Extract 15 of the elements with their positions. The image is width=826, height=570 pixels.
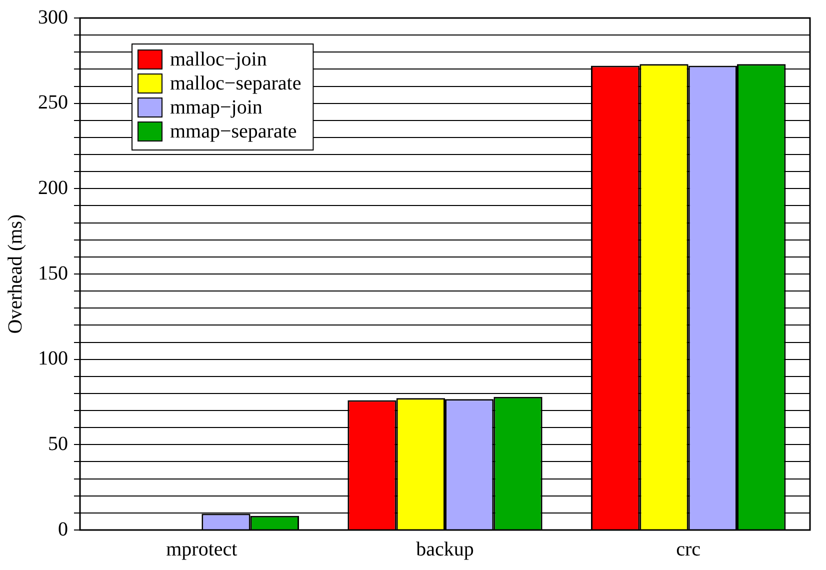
legend-label: malloc−separate bbox=[170, 72, 302, 94]
x-tick-label: crc bbox=[676, 538, 701, 560]
y-tick-label: 250 bbox=[38, 92, 68, 114]
legend-label: mmap−join bbox=[170, 96, 262, 118]
x-tick-label: backup bbox=[416, 538, 474, 560]
y-tick-label: 100 bbox=[38, 348, 68, 370]
x-tick-label: mprotect bbox=[166, 538, 238, 560]
y-tick-label: 0 bbox=[58, 518, 68, 540]
y-tick-label: 150 bbox=[38, 262, 68, 284]
y-axis-title: Overhead (ms) bbox=[4, 214, 26, 334]
legend-label: malloc−join bbox=[170, 48, 267, 70]
y-tick-label: 50 bbox=[48, 432, 68, 455]
y-tick-label: 200 bbox=[38, 176, 68, 199]
legend-label: mmap−separate bbox=[170, 120, 297, 142]
y-tick-label: 300 bbox=[38, 6, 68, 28]
